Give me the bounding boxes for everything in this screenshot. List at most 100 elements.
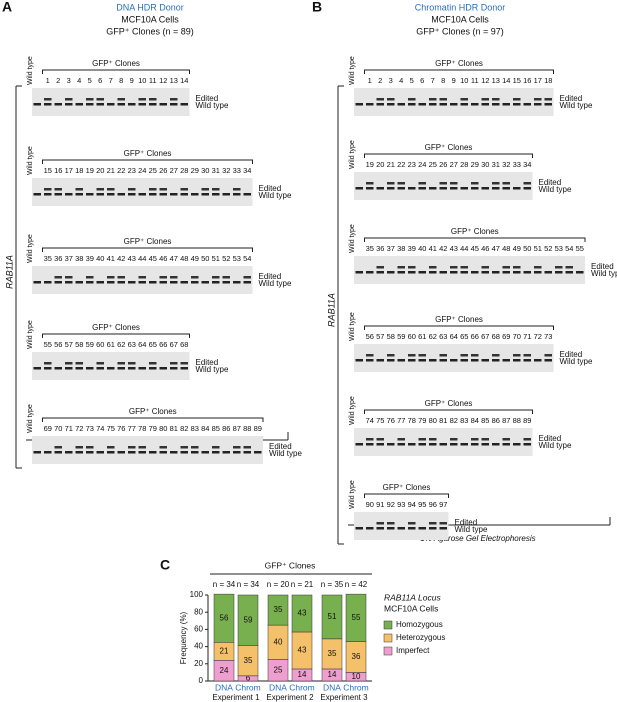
clone-number: 75 (376, 416, 384, 425)
legend-title: RAB11A Locus (384, 592, 441, 602)
clone-number: 64 (138, 340, 146, 349)
n-label: n = 21 (291, 580, 314, 589)
band (366, 359, 374, 362)
n-label: n = 34 (213, 580, 236, 589)
band (107, 446, 115, 449)
band (429, 103, 437, 106)
band (366, 354, 374, 357)
band (128, 367, 136, 370)
clone-number: 30 (481, 160, 489, 169)
band (439, 443, 447, 446)
band (502, 103, 510, 106)
clone-number: 54 (565, 244, 573, 253)
clone-number: 77 (397, 416, 405, 425)
clone-number: 66 (471, 332, 479, 341)
gel (354, 88, 554, 116)
locus-label: RAB11A (4, 255, 14, 289)
clone-number: 35 (44, 254, 52, 263)
band (138, 446, 146, 449)
band (75, 281, 83, 284)
data-label: 35 (244, 656, 253, 665)
clone-number: 22 (117, 166, 125, 175)
band (481, 187, 489, 190)
band (429, 443, 437, 446)
wild-type-control: Wild type (349, 396, 356, 425)
clone-number: 31 (492, 160, 500, 169)
wild-type-label: Wild type (269, 449, 302, 458)
data-label: 35 (274, 605, 283, 614)
clone-number: 76 (387, 416, 395, 425)
clone-number: 43 (128, 254, 136, 263)
band (460, 359, 468, 362)
band (408, 266, 416, 269)
band (523, 359, 531, 362)
y-tick-label: 0 (199, 676, 204, 685)
band (107, 188, 115, 191)
clone-number: 72 (75, 424, 83, 433)
band (481, 266, 489, 269)
method: 1% Agarose Gel Electrophoresis (420, 534, 535, 543)
band (222, 281, 230, 284)
band (397, 438, 405, 441)
band (408, 359, 416, 362)
band (513, 271, 521, 274)
band (180, 188, 188, 191)
band (138, 103, 146, 106)
clone-number: 12 (481, 76, 489, 85)
band (513, 266, 521, 269)
band (117, 276, 125, 279)
edited-label: Edited (591, 262, 614, 271)
band (149, 362, 157, 365)
clone-number: 52 (544, 244, 552, 253)
band (544, 103, 552, 106)
clone-number: 87 (502, 416, 510, 425)
panel-letter: B (312, 0, 322, 15)
wild-type-control: Wild type (27, 234, 34, 263)
band (44, 451, 52, 454)
clone-number: 17 (65, 166, 73, 175)
band (450, 187, 458, 190)
band (502, 187, 510, 190)
band (65, 451, 73, 454)
band (65, 367, 73, 370)
clone-number: 4 (399, 76, 403, 85)
clone-bracket (364, 493, 449, 498)
band (376, 522, 384, 525)
donor: DNA HDR Donor (116, 2, 184, 12)
band (54, 446, 62, 449)
clone-number: 23 (408, 160, 416, 169)
band (387, 527, 395, 530)
band (212, 193, 220, 196)
n-label: n = 35 (321, 580, 344, 589)
gel (354, 344, 554, 372)
clone-number: 18 (544, 76, 552, 85)
clone-number: 21 (107, 166, 115, 175)
band (555, 266, 563, 269)
band (418, 443, 426, 446)
band (513, 354, 521, 357)
band (254, 451, 262, 454)
clone-number: 10 (138, 76, 146, 85)
band (387, 103, 395, 106)
edited-label: Edited (269, 442, 292, 451)
band (86, 281, 94, 284)
band (366, 527, 374, 530)
row-header: GFP⁺ Clones (129, 407, 177, 416)
band (523, 438, 531, 441)
clone-number: 46 (481, 244, 489, 253)
band (544, 271, 552, 274)
clone-number: 39 (408, 244, 416, 253)
clone-number: 1 (46, 76, 50, 85)
row-header: GFP⁺ Clones (425, 399, 473, 408)
band (180, 103, 188, 106)
band (376, 271, 384, 274)
band (460, 266, 468, 269)
band (86, 103, 94, 106)
data-label: 59 (244, 615, 253, 624)
band (96, 367, 104, 370)
band (450, 359, 458, 362)
band (492, 98, 500, 101)
band (75, 451, 83, 454)
y-tick-label: 40 (194, 642, 203, 651)
band (397, 359, 405, 362)
